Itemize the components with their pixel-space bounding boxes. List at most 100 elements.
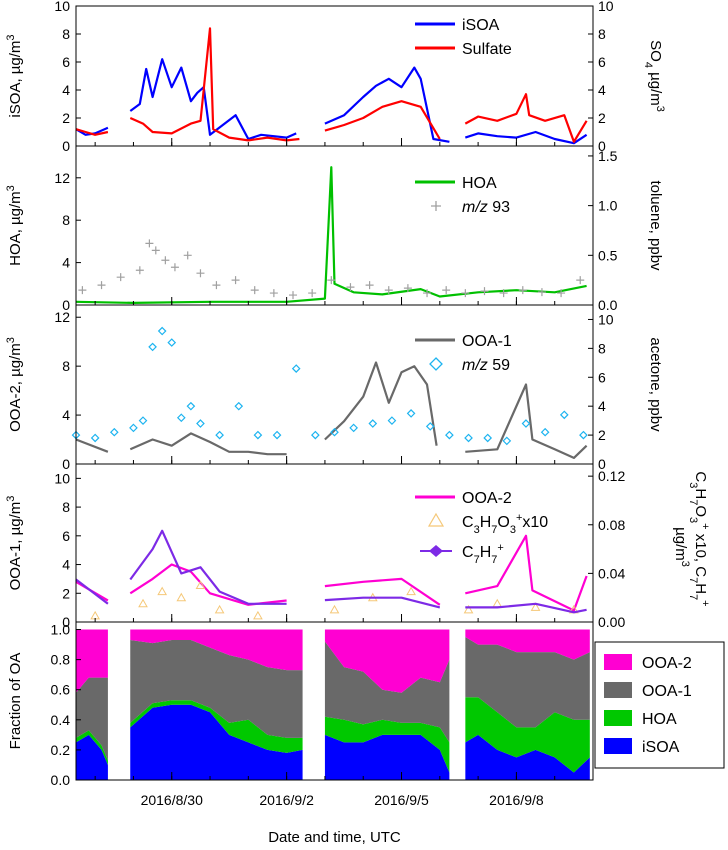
legend-label: C3H7O3+x10 (462, 512, 548, 536)
point-m-z-93-15 (308, 289, 317, 298)
ytick-left-label: 8 (62, 26, 70, 42)
ytick-left-label: 0 (62, 297, 70, 313)
point-m-z-93-16 (327, 276, 336, 285)
area-hoa-seg2 (324, 716, 450, 773)
ytick-right-label: 0.04 (598, 565, 625, 581)
legend-label: iSOA (462, 17, 500, 34)
point-c3h7o3-x10-2 (157, 586, 168, 596)
series-sulfate (75, 27, 588, 143)
point-c3h7o3-x10-4 (195, 580, 206, 590)
legend-label-hoa: HOA (642, 711, 677, 728)
point-m-z-59-21 (406, 409, 416, 418)
point-c3h7o3-x10-9 (406, 586, 416, 596)
point-m-z-93-21 (423, 289, 432, 298)
point-m-z-59-2 (109, 427, 119, 437)
ytick-right-label: 6 (598, 369, 606, 385)
point-c3h7o3-x10-3 (176, 592, 187, 602)
point-m-z-59-27 (521, 419, 531, 428)
ytick-left-label: 12 (54, 170, 70, 186)
point-m-z-59-6 (157, 326, 167, 336)
ytick-left-label: 0 (62, 456, 70, 472)
legend-swatch-hoa (604, 710, 632, 726)
ylabel-left: HOA, µg/m3 (5, 185, 24, 266)
ytick-right-label: 10 (598, 0, 614, 14)
ytick-right-label: 8 (598, 26, 606, 42)
point-m-z-93-5 (151, 246, 160, 255)
point-m-z-59-26 (502, 436, 512, 446)
ytick-left-label: 12 (54, 309, 70, 325)
point-m-z-93-23 (461, 289, 470, 298)
point-c3h7o3-x10-12 (530, 602, 541, 611)
legend-swatch-diamond (429, 545, 443, 557)
xtick-label: 2016/8/30 (141, 792, 203, 808)
point-m-z-59-15 (291, 364, 301, 373)
ytick-left-label: 0.6 (51, 682, 71, 698)
legend-label-isoa: iSOA (642, 739, 680, 756)
point-m-z-59-24 (464, 433, 473, 443)
point-m-z-93-6 (161, 256, 170, 265)
point-m-z-59-10 (196, 419, 205, 428)
ytick-right-label: 0 (598, 456, 606, 472)
ylabel-right-line1: C3H7O3+ x10, C7H7+ (687, 471, 711, 606)
point-m-z-93-13 (269, 289, 278, 298)
ytick-right-label: 6 (598, 54, 606, 70)
ylabel-left: OOA-2, µg/m3 (5, 337, 24, 432)
legend-label: m/z 93 (462, 199, 510, 216)
ytick-left-label: 2 (62, 110, 70, 126)
xtick-label: 2016/9/8 (489, 792, 544, 808)
point-m-z-93-25 (499, 289, 508, 298)
point-m-z-59-8 (176, 413, 186, 423)
point-m-z-59-18 (349, 423, 358, 433)
ytick-right-label: 0.12 (598, 468, 625, 484)
panel-p3: 0 2 4 6 8 10 0 4 8 12 OOA-2, µg/m3 acetone, ppbv (5, 304, 664, 472)
area-isoa-seg2 (324, 734, 450, 780)
point-m-z-59-22 (425, 422, 435, 431)
point-m-z-93-7 (170, 263, 179, 272)
point-m-z-93-22 (442, 286, 451, 295)
point-m-z-59-23 (445, 430, 454, 440)
point-m-z-59-11 (215, 430, 224, 440)
panel-frame (75, 463, 594, 623)
point-m-z-93-19 (384, 286, 393, 295)
panel-frame (75, 621, 594, 781)
point-m-z-93-1 (97, 281, 106, 290)
point-m-z-59-12 (234, 401, 244, 411)
point-m-z-93-9 (196, 269, 205, 278)
xtick-label: 2016/9/5 (374, 792, 429, 808)
ytick-right-label: 0.00 (598, 614, 625, 630)
area-hoa-seg3 (465, 697, 590, 773)
ytick-right-label: 2 (598, 427, 606, 443)
legend-p1: iSOA Sulfate (415, 17, 512, 58)
legend-box: OOA-2 OOA-1 HOA iSOA (594, 641, 725, 769)
point-m-z-93-14 (289, 291, 298, 300)
ytick-left-label: 0.2 (51, 742, 71, 758)
ylabel-right: acetone, ppbv (647, 337, 664, 432)
point-m-z-59-17 (330, 427, 339, 437)
legend-swatch-ooa-2 (604, 654, 632, 670)
point-m-z-59-13 (253, 430, 263, 440)
legend-p3: OOA-1 m/z 59 (415, 333, 512, 374)
point-m-z-93-29 (576, 276, 585, 285)
point-c3h7o3-x10-11 (492, 598, 503, 608)
point-c3h7o3-x10-5 (214, 604, 225, 614)
point-c3h7o3-x10-1 (138, 598, 148, 608)
panel-p4: 0.00 0.04 0.08 0.12 0 2 4 6 8 10 OOA-1, µg/m3 C3H7O… (5, 463, 711, 630)
ytick-left-label: 0 (62, 614, 70, 630)
ylabel-left: OOA-1, µg/m3 (5, 496, 24, 591)
area-ooa-1-seg1 (130, 640, 303, 738)
ytick-left-label: 4 (62, 557, 70, 573)
point-c3h7o3-x10-6 (253, 610, 263, 620)
ytick-right-label: 1.5 (598, 148, 618, 164)
ytick-right-label: 10 (598, 311, 614, 327)
ytick-left-label: 4 (62, 82, 70, 98)
point-m-z-59-5 (148, 342, 157, 352)
point-m-z-59-4 (138, 416, 148, 425)
point-c3h7o3-x10-7 (329, 604, 340, 614)
area-ooa-1-seg0 (76, 677, 108, 761)
ytick-left-label: 2 (62, 585, 70, 601)
point-m-z-93-10 (212, 281, 221, 290)
legend-label: Sulfate (462, 41, 512, 58)
point-m-z-93-28 (557, 289, 566, 298)
legend-p4: OOA-2 C3H7O3+x10 C7H7+ (415, 490, 548, 566)
